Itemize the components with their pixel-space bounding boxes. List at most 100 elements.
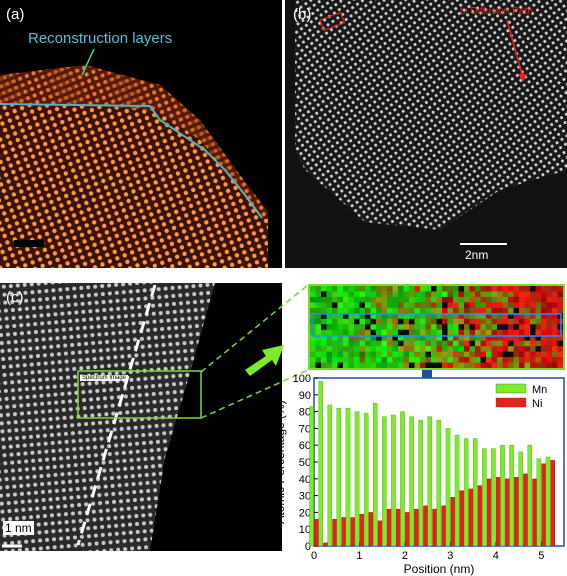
bar-ni — [405, 512, 410, 547]
eds-pixel — [332, 324, 338, 331]
eds-pixel — [376, 335, 382, 342]
eds-pixel — [431, 362, 437, 368]
eds-pixel — [315, 302, 322, 309]
eds-pixel — [376, 340, 382, 347]
eds-pixel — [403, 329, 410, 336]
eds-pixel — [524, 313, 531, 320]
bar-mn — [336, 408, 342, 547]
eds-pixel — [425, 307, 432, 314]
eds-pixel — [513, 329, 520, 336]
eds-pixel — [332, 329, 338, 336]
eds-pixel — [535, 362, 542, 368]
eds-pixel — [519, 335, 525, 342]
eds-pixel — [365, 296, 371, 303]
eds-pixel — [370, 313, 377, 320]
eds-pixel — [420, 302, 426, 309]
eds-map — [308, 284, 565, 370]
eds-pixel — [398, 351, 404, 358]
eds-pixel — [392, 302, 399, 309]
panel-label-a: (a) — [6, 6, 25, 23]
eds-pixel — [414, 307, 421, 314]
eds-pixel — [392, 335, 399, 342]
eds-pixel — [513, 313, 520, 320]
eds-pixel — [447, 346, 454, 353]
eds-pixel — [447, 362, 454, 368]
eds-pixel — [321, 362, 327, 368]
eds-pixel — [398, 329, 404, 336]
eds-pixel — [337, 335, 344, 342]
bar-mn — [491, 448, 496, 547]
bar-mn — [509, 445, 514, 547]
eds-pixel — [442, 362, 448, 368]
eds-pixel — [469, 302, 476, 309]
eds-pixel — [420, 324, 426, 331]
eds-pixel — [524, 357, 531, 364]
eds-pixel — [359, 351, 366, 358]
bar-mn — [363, 413, 369, 547]
eds-pixel — [469, 307, 476, 314]
eds-pixel — [546, 357, 553, 364]
eds-pixel — [464, 335, 470, 342]
eds-pixel — [332, 286, 338, 292]
bar-ni — [505, 478, 510, 547]
panel-c: (c) Spectrum Image 1 nm — [0, 283, 282, 551]
eds-pixel — [530, 357, 536, 364]
bar-mn — [400, 411, 405, 547]
eds-pixel — [541, 286, 547, 292]
y-tick-label: 10 — [299, 524, 311, 536]
eds-pixel — [458, 324, 465, 331]
eds-pixel — [409, 329, 415, 336]
eds-pixel — [557, 362, 563, 368]
eds-pixel — [337, 357, 344, 364]
panel-b: (b) Li Diffusion Path 2nm — [285, 0, 567, 268]
eds-pixel — [381, 351, 388, 358]
eds-pixel — [337, 362, 344, 368]
eds-pixel — [546, 291, 553, 298]
y-tick-label: 0 — [305, 541, 311, 553]
eds-pixel — [387, 351, 393, 358]
eds-pixel — [387, 362, 393, 368]
eds-pixel — [348, 286, 355, 292]
eds-pixel — [552, 346, 558, 353]
eds-pixel — [491, 346, 498, 353]
eds-pixel — [552, 313, 558, 320]
unit-cell-box — [319, 11, 346, 32]
eds-pixel — [469, 362, 476, 368]
eds-pixel — [541, 324, 547, 331]
eds-pixel — [337, 346, 344, 353]
eds-pixel — [326, 307, 333, 314]
eds-pixel — [552, 351, 558, 358]
eds-pixel — [535, 346, 542, 353]
bar-mn — [545, 456, 551, 547]
bar-ni — [450, 497, 456, 547]
bar-ni — [514, 476, 519, 547]
eds-pixel — [376, 324, 382, 331]
eds-pixel — [480, 362, 487, 368]
bar-mn — [372, 403, 378, 547]
eds-pixel — [513, 318, 520, 325]
eds-pixel — [502, 357, 509, 364]
eds-pixel — [524, 324, 531, 331]
eds-pixel — [376, 302, 382, 309]
eds-pixel — [530, 329, 536, 336]
eds-pixel — [458, 362, 465, 368]
eds-pixel — [365, 329, 371, 336]
eds-pixel — [447, 335, 454, 342]
bar-ni — [468, 488, 474, 547]
eds-pixel — [431, 302, 437, 309]
eds-pixel — [530, 351, 536, 358]
eds-pixel — [409, 335, 415, 342]
eds-pixel — [337, 340, 344, 347]
y-tick-label: 30 — [299, 491, 311, 503]
eds-pixel — [425, 324, 432, 331]
bar-mn — [527, 445, 533, 547]
eds-pixel — [453, 340, 459, 347]
eds-pixel — [398, 318, 404, 325]
bar-ni — [350, 517, 356, 547]
eds-pixel — [365, 291, 371, 298]
eds-pixel — [376, 296, 382, 303]
eds-pixel — [475, 286, 481, 292]
eds-pixel — [491, 307, 498, 314]
eds-pixel — [442, 324, 448, 331]
bar-ni — [314, 518, 319, 547]
